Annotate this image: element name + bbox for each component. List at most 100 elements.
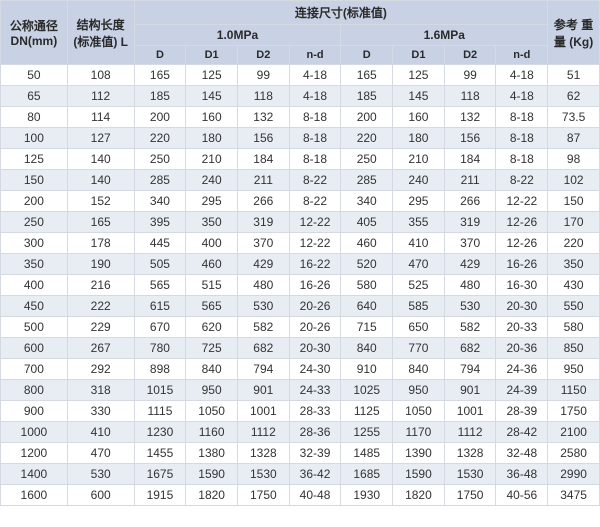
table-cell: 840 [393, 359, 445, 380]
sub-nd: n-d [496, 46, 548, 65]
table-row: 30017844540037012-2246041037012-26220 [1, 233, 600, 254]
sub-d1: D1 [186, 46, 238, 65]
table-cell: 1170 [393, 422, 445, 443]
table-row: 1501402852402118-222852402118-22102 [1, 170, 600, 191]
table-cell: 600 [67, 485, 134, 506]
table-cell: 178 [67, 233, 134, 254]
table-cell: 8-22 [289, 191, 341, 212]
table-cell: 295 [186, 191, 238, 212]
table-row: 2001523402952668-2234029526612-22150 [1, 191, 600, 212]
table-cell: 1230 [134, 422, 186, 443]
table-cell: 318 [67, 380, 134, 401]
table-cell: 840 [186, 359, 238, 380]
table-row: 120047014551380132832-3914851390132832-4… [1, 443, 600, 464]
table-cell: 292 [67, 359, 134, 380]
table-cell: 8-18 [496, 149, 548, 170]
table-cell: 8-18 [289, 128, 341, 149]
table-cell: 794 [237, 359, 289, 380]
table-cell: 156 [237, 128, 289, 149]
table-cell: 580 [341, 275, 393, 296]
table-cell: 98 [548, 149, 600, 170]
table-cell: 140 [67, 149, 134, 170]
table-cell: 240 [393, 170, 445, 191]
table-cell: 1150 [548, 380, 600, 401]
table-cell: 350 [186, 212, 238, 233]
table-cell: 190 [67, 254, 134, 275]
table-cell: 460 [341, 233, 393, 254]
table-cell: 12-26 [496, 212, 548, 233]
sub-d: D [134, 46, 186, 65]
table-cell: 36-42 [289, 464, 341, 485]
table-cell: 410 [393, 233, 445, 254]
table-row: 70029289884079424-3091084079424-36950 [1, 359, 600, 380]
table-cell: 8-18 [496, 107, 548, 128]
table-cell: 99 [444, 65, 496, 86]
table-cell: 20-26 [289, 317, 341, 338]
table-cell: 900 [1, 401, 68, 422]
table-cell: 580 [548, 317, 600, 338]
table-cell: 1820 [186, 485, 238, 506]
table-cell: 250 [341, 149, 393, 170]
table-cell: 20-30 [289, 338, 341, 359]
table-row: 800318101595090124-33102595090124-391150 [1, 380, 600, 401]
table-row: 1001272201801568-182201801568-1887 [1, 128, 600, 149]
table-cell: 20-26 [289, 296, 341, 317]
sub-nd: n-d [289, 46, 341, 65]
table-row: 45022261556553020-2664058553020-30550 [1, 296, 600, 317]
table-row: 90033011151050100128-3311251050100128-39… [1, 401, 600, 422]
table-cell: 200 [341, 107, 393, 128]
table-cell: 4-18 [289, 65, 341, 86]
table-cell: 395 [134, 212, 186, 233]
table-cell: 1930 [341, 485, 393, 506]
table-cell: 132 [237, 107, 289, 128]
table-row: 160060019151820175040-4819301820175040-5… [1, 485, 600, 506]
table-cell: 682 [237, 338, 289, 359]
sub-d1: D1 [393, 46, 445, 65]
col-length: 结构长度 (标准值) L [67, 1, 134, 65]
table-cell: 28-36 [289, 422, 341, 443]
table-cell: 670 [134, 317, 186, 338]
col-pressure-2: 1.6MPa [341, 25, 548, 46]
table-cell: 8-18 [289, 107, 341, 128]
table-cell: 1000 [1, 422, 68, 443]
table-cell: 400 [1, 275, 68, 296]
table-cell: 1600 [1, 485, 68, 506]
table-cell: 250 [1, 212, 68, 233]
table-cell: 114 [67, 107, 134, 128]
table-cell: 470 [67, 443, 134, 464]
table-cell: 200 [134, 107, 186, 128]
table-cell: 1915 [134, 485, 186, 506]
table-cell: 295 [393, 191, 445, 212]
table-cell: 500 [1, 317, 68, 338]
table-cell: 300 [1, 233, 68, 254]
table-cell: 50 [1, 65, 68, 86]
table-cell: 51 [548, 65, 600, 86]
table-cell: 1200 [1, 443, 68, 464]
table-cell: 266 [237, 191, 289, 212]
table-cell: 520 [341, 254, 393, 275]
table-cell: 600 [1, 338, 68, 359]
table-cell: 585 [393, 296, 445, 317]
table-row: 140053016751590153036-4216851590153036-4… [1, 464, 600, 485]
table-cell: 1685 [341, 464, 393, 485]
col-dn: 公称通径 DN(mm) [1, 1, 68, 65]
table-cell: 184 [444, 149, 496, 170]
table-cell: 530 [67, 464, 134, 485]
table-cell: 132 [444, 107, 496, 128]
table-cell: 1112 [444, 422, 496, 443]
table-row: 801142001601328-182001601328-1873.5 [1, 107, 600, 128]
table-cell: 715 [341, 317, 393, 338]
table-cell: 2990 [548, 464, 600, 485]
table-cell: 160 [393, 107, 445, 128]
table-cell: 12-26 [496, 233, 548, 254]
table-cell: 1530 [237, 464, 289, 485]
table-cell: 350 [1, 254, 68, 275]
table-cell: 240 [186, 170, 238, 191]
table-cell: 184 [237, 149, 289, 170]
table-cell: 780 [134, 338, 186, 359]
table-cell: 20-30 [496, 296, 548, 317]
table-cell: 32-48 [496, 443, 548, 464]
table-cell: 725 [186, 338, 238, 359]
table-cell: 16-26 [496, 254, 548, 275]
table-cell: 1025 [341, 380, 393, 401]
